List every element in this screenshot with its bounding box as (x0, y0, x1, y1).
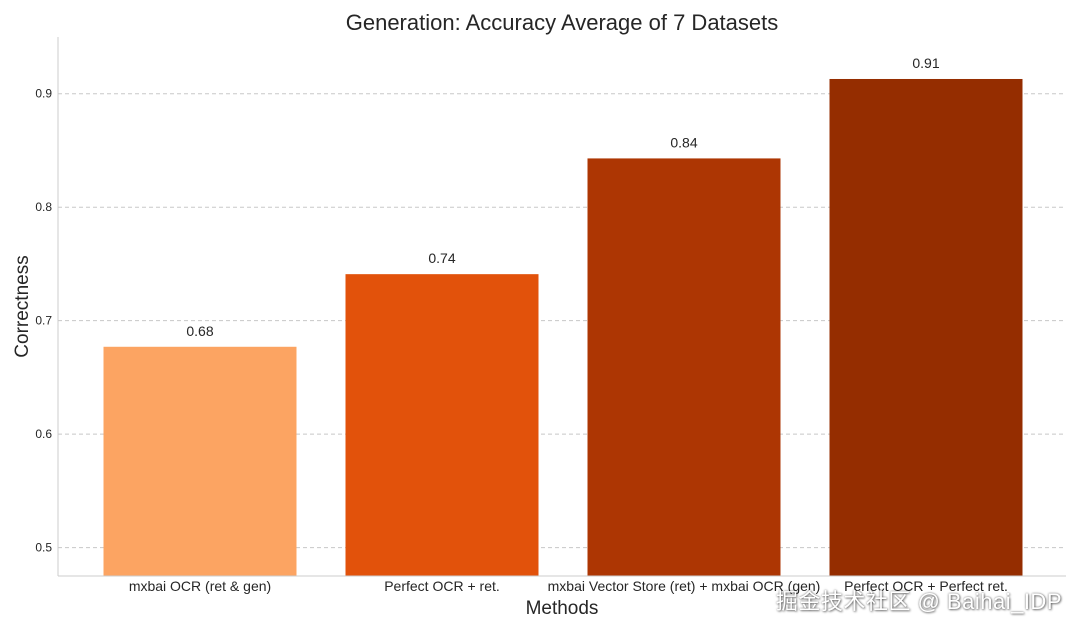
x-tick-label: Perfect OCR + Perfect ret. (844, 578, 1008, 594)
bar-value-label: 0.68 (186, 323, 213, 339)
x-tick-label: Perfect OCR + ret. (384, 578, 500, 594)
x-axis-label: Methods (526, 598, 599, 619)
bar (829, 78, 1023, 576)
chart-title: Generation: Accuracy Average of 7 Datase… (346, 10, 779, 35)
bar-value-label: 0.84 (670, 134, 697, 150)
bar (103, 346, 297, 576)
y-tick-label: 0.8 (35, 200, 52, 214)
bar (345, 274, 539, 576)
bar-value-label: 0.91 (912, 55, 939, 71)
y-tick-label: 0.7 (35, 314, 52, 328)
bars (103, 78, 1023, 576)
y-tick-label: 0.9 (35, 87, 52, 101)
watermark: 掘金技术社区 @ Baihai_IDP (775, 589, 1062, 614)
x-tick-labels: mxbai OCR (ret & gen) Perfect OCR + ret. m… (129, 578, 1008, 594)
bar-value-label: 0.74 (428, 250, 455, 266)
y-axis-label: Correctness (12, 255, 33, 357)
x-tick-label: mxbai Vector Store (ret) + mxbai OCR (ge… (548, 578, 821, 594)
y-tick-label: 0.5 (35, 541, 52, 555)
y-tick-label: 0.6 (35, 427, 52, 441)
bar-value-labels: 0.68 0.74 0.84 0.91 (186, 55, 939, 339)
bar (587, 158, 781, 576)
x-tick-label: mxbai OCR (ret & gen) (129, 578, 271, 594)
y-tick-labels: 0.5 0.6 0.7 0.8 0.9 (35, 87, 52, 555)
